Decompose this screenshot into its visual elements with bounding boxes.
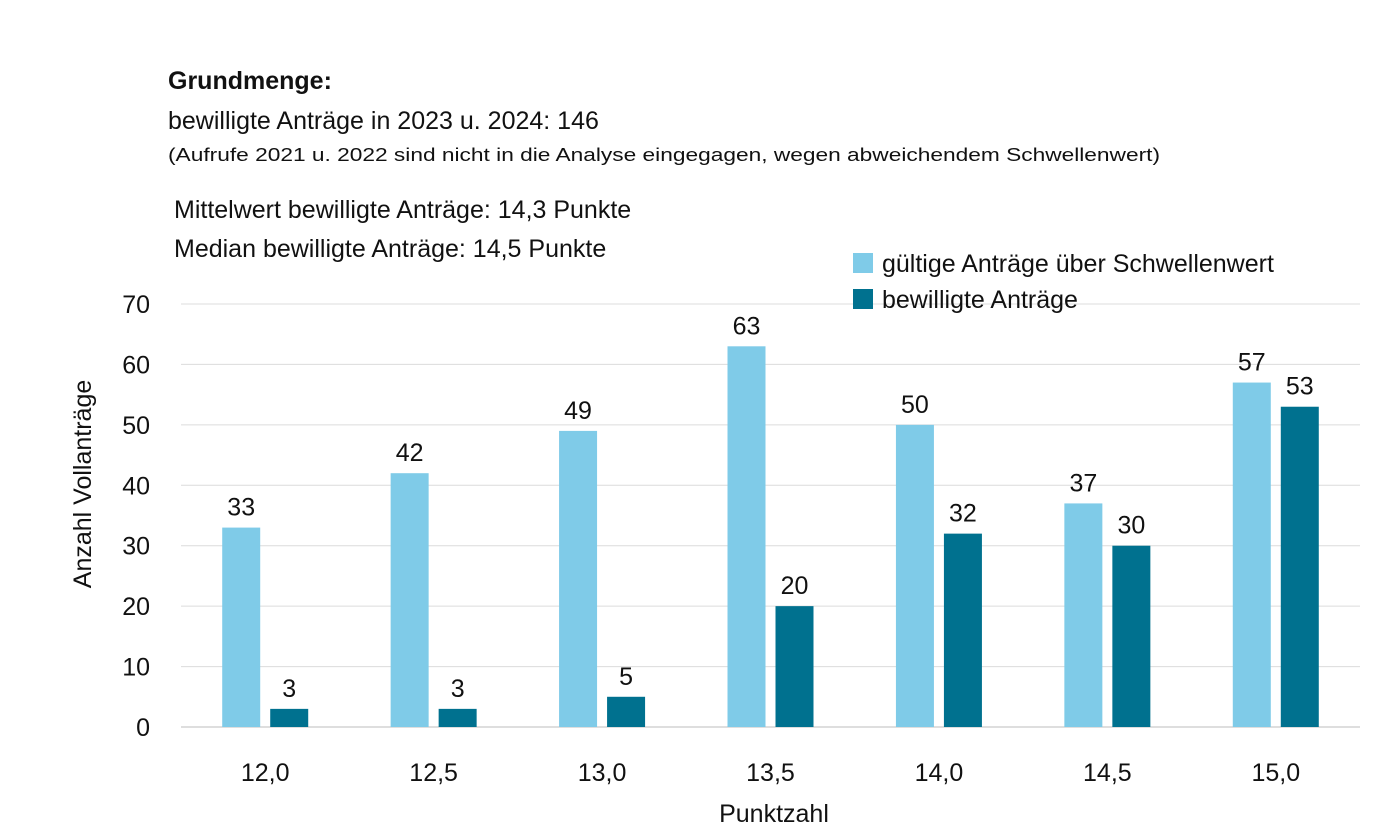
data-label: 30 bbox=[1117, 512, 1145, 540]
header-note: (Aufrufe 2021 u. 2022 sind nicht in die … bbox=[168, 145, 1160, 165]
bar-gueltige-1 bbox=[390, 473, 429, 727]
x-tick-label: 14,0 bbox=[915, 759, 964, 787]
data-label: 20 bbox=[781, 572, 809, 600]
bar-bewilligte-0 bbox=[270, 708, 309, 727]
legend-swatch-series-1 bbox=[853, 253, 873, 273]
bars bbox=[222, 346, 1319, 727]
data-label: 42 bbox=[396, 439, 424, 467]
data-label: 5 bbox=[619, 663, 633, 691]
y-tick-label: 40 bbox=[122, 472, 150, 500]
bar-bewilligte-5 bbox=[1112, 545, 1151, 727]
bar-gueltige-0 bbox=[222, 527, 261, 727]
bar-bewilligte-1 bbox=[438, 708, 477, 727]
y-tick-label: 0 bbox=[136, 714, 150, 742]
y-tick-label: 20 bbox=[122, 593, 150, 621]
header-line1: bewilligte Anträge in 2023 u. 2024: 146 bbox=[168, 107, 599, 135]
data-label: 3 bbox=[451, 675, 465, 703]
bar-gueltige-2 bbox=[559, 430, 598, 727]
legend-label-series-1: gültige Anträge über Schwellenwert bbox=[882, 250, 1274, 278]
data-label: 49 bbox=[564, 397, 592, 425]
y-tick-label: 10 bbox=[122, 654, 150, 682]
data-label: 57 bbox=[1238, 349, 1266, 377]
x-tick-label: 15,0 bbox=[1251, 759, 1300, 787]
y-tick-label: 70 bbox=[122, 291, 150, 319]
data-label: 37 bbox=[1069, 469, 1097, 497]
x-tick-label: 14,5 bbox=[1083, 759, 1132, 787]
bar-gueltige-3 bbox=[727, 346, 766, 727]
data-label: 3 bbox=[282, 675, 296, 703]
data-label: 53 bbox=[1286, 373, 1314, 401]
x-tick-label: 13,0 bbox=[578, 759, 627, 787]
bar-bewilligte-4 bbox=[943, 533, 982, 727]
x-tick-label: 13,5 bbox=[746, 759, 795, 787]
bar-bewilligte-3 bbox=[775, 606, 814, 727]
x-tick-label: 12,5 bbox=[409, 759, 458, 787]
bar-gueltige-6 bbox=[1232, 382, 1271, 727]
x-tick-label: 12,0 bbox=[241, 759, 290, 787]
bar-gueltige-5 bbox=[1064, 503, 1103, 727]
y-tick-label: 30 bbox=[122, 533, 150, 561]
y-tick-labels: 0 10 20 30 40 50 60 70 bbox=[122, 291, 150, 742]
y-tick-label: 50 bbox=[122, 412, 150, 440]
x-axis-title: Punktzahl bbox=[719, 800, 829, 828]
median-text: Median bewilligte Anträge: 14,5 Punkte bbox=[174, 235, 606, 263]
header-heading: Grundmenge: bbox=[168, 67, 332, 95]
y-axis-title: Anzahl Vollanträge bbox=[69, 380, 97, 588]
bar-bewilligte-6 bbox=[1280, 406, 1319, 727]
bar-gueltige-4 bbox=[895, 424, 934, 727]
legend: gültige Anträge über Schwellenwert bewil… bbox=[853, 250, 1274, 314]
y-tick-label: 60 bbox=[122, 351, 150, 379]
data-label: 32 bbox=[949, 500, 977, 528]
bar-bewilligte-2 bbox=[607, 696, 646, 727]
mean-text: Mittelwert bewilligte Anträge: 14,3 Punk… bbox=[174, 196, 631, 224]
x-tick-labels: 12,0 12,5 13,0 13,5 14,0 14,5 15,0 bbox=[241, 759, 1300, 787]
data-label: 33 bbox=[227, 494, 255, 522]
data-label: 50 bbox=[901, 391, 929, 419]
legend-swatch-series-2 bbox=[853, 289, 873, 309]
gridlines bbox=[181, 303, 1360, 728]
legend-label-series-2: bewilligte Anträge bbox=[882, 286, 1078, 314]
data-label: 63 bbox=[733, 312, 761, 340]
